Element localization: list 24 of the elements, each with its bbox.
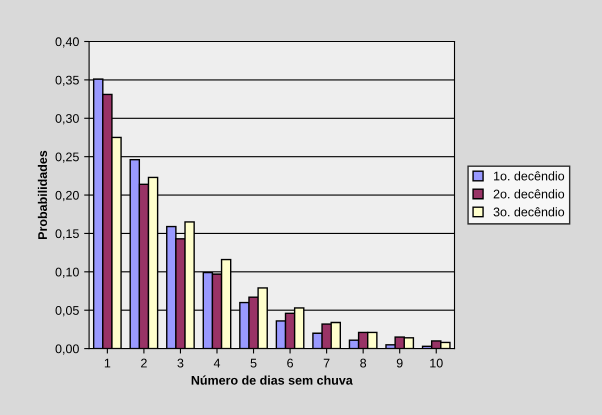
x-tick-label: 2 <box>141 358 147 368</box>
y-tick-label: 0,05 <box>56 306 79 316</box>
y-tick-label: 0,35 <box>56 76 79 86</box>
y-tick-label: 0,15 <box>56 229 79 240</box>
y-tick-label: 0,30 <box>56 114 79 124</box>
x-tick-label: 1 <box>104 358 110 368</box>
x-axis-title: Número de dias sem chuva <box>192 375 353 385</box>
y-tick-label: 0,00 <box>56 344 79 355</box>
x-tick-label: 4 <box>214 358 220 368</box>
x-tick-label: 3 <box>177 358 184 368</box>
y-tick-label: 0,40 <box>56 37 79 48</box>
y-axis-title: Probabilidades <box>38 150 48 240</box>
y-tick-label: 0,25 <box>56 152 79 163</box>
x-tick-label: 10 <box>430 358 443 368</box>
x-tick-label: 7 <box>324 358 330 368</box>
x-tick-label: 8 <box>360 358 366 368</box>
legend-label: 3o. decêndio <box>494 207 564 216</box>
legend-label: 1o. decêndio <box>494 171 564 180</box>
x-tick-label: 9 <box>396 358 403 368</box>
x-tick-label: 6 <box>287 358 293 368</box>
x-tick-label: 5 <box>250 358 256 368</box>
legend-label: 2o. decêndio <box>494 189 564 198</box>
y-tick-label: 0,10 <box>56 268 79 278</box>
y-tick-label: 0,20 <box>56 190 79 202</box>
